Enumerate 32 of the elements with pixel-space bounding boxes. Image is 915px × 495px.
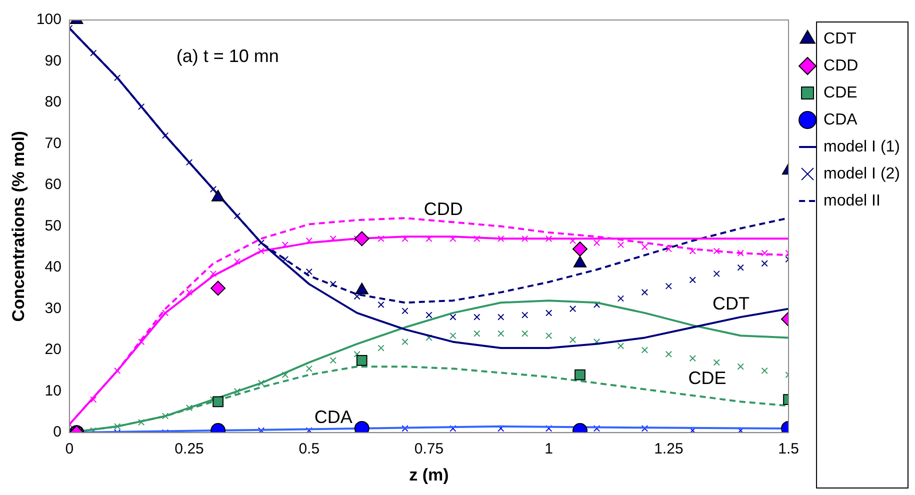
x-axis-title: z (m)	[409, 465, 449, 484]
annotation: CDE	[688, 368, 726, 388]
y-tick-label: 60	[44, 176, 62, 194]
legend-label: CDT	[824, 30, 857, 48]
annotation: (a) t = 10 mn	[176, 46, 279, 66]
y-tick-label: 70	[44, 134, 62, 152]
annotation: CDT	[712, 294, 750, 314]
y-tick-label: 30	[44, 300, 62, 317]
y-tick-label: 10	[44, 382, 62, 400]
legend-label: model I (1)	[824, 138, 900, 156]
y-tick-label: 90	[44, 52, 62, 70]
legend-label: model I (2)	[824, 165, 900, 182]
y-tick-label: 0	[53, 424, 62, 441]
legend-label: model II	[824, 192, 880, 210]
y-tick-label: 20	[44, 341, 62, 358]
annotation: CDD	[424, 198, 463, 219]
legend-label: CDD	[824, 57, 858, 74]
y-tick-label: 40	[44, 258, 62, 276]
x-tick-label: 1.5	[778, 440, 799, 458]
x-tick-label: 1	[544, 440, 553, 458]
y-tick-label: 50	[44, 217, 62, 234]
x-tick-label: 0.5	[298, 440, 320, 458]
x-tick-label: 0	[65, 440, 74, 458]
y-axis-title: Concentrations (% mol)	[8, 130, 28, 322]
legend-label: CDE	[824, 84, 858, 102]
y-tick-label: 80	[44, 94, 62, 111]
x-tick-label: 0.75	[414, 440, 444, 458]
x-tick-label: 0.25	[174, 440, 204, 458]
annotation: CDA	[314, 407, 352, 428]
y-tick-label: 100	[36, 11, 62, 28]
legend-label: CDA	[824, 111, 858, 128]
x-tick-label: 1.25	[654, 440, 684, 458]
